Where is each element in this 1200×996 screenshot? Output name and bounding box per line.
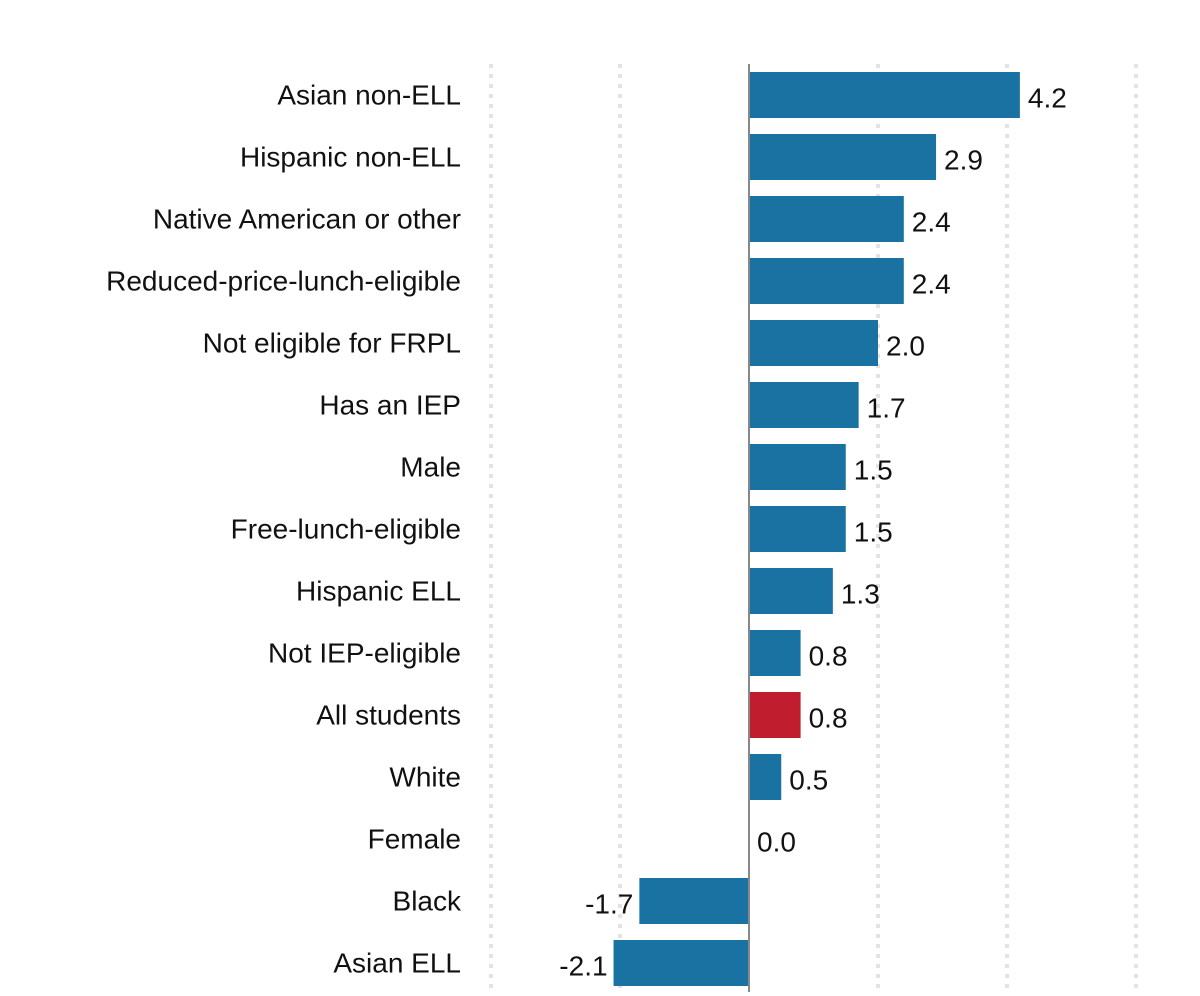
category-label: Hispanic non-ELL — [240, 142, 461, 173]
category-label: Not IEP-eligible — [268, 638, 461, 669]
category-label: Female — [368, 824, 461, 855]
value-label: 0.0 — [757, 827, 796, 858]
bar — [749, 568, 833, 614]
value-label: 2.4 — [912, 207, 951, 238]
value-label: 1.5 — [854, 455, 893, 486]
bar — [639, 878, 749, 924]
category-label: Free-lunch-eligible — [231, 514, 461, 545]
bar — [749, 754, 782, 800]
value-label: 0.8 — [809, 703, 848, 734]
category-label: Has an IEP — [319, 390, 461, 421]
value-label: 4.2 — [1028, 83, 1067, 114]
value-label: 0.5 — [789, 765, 828, 796]
value-label: 1.3 — [841, 579, 880, 610]
category-label: Black — [393, 886, 462, 917]
value-label: -2.1 — [559, 951, 607, 982]
value-label: 2.4 — [912, 269, 951, 300]
value-label: 1.5 — [854, 517, 893, 548]
value-label: 2.9 — [944, 145, 983, 176]
value-label: 1.7 — [867, 393, 906, 424]
category-label: Reduced-price-lunch-eligible — [106, 266, 461, 297]
value-label: -1.7 — [585, 889, 633, 920]
bar — [749, 72, 1020, 118]
grid-layer — [489, 64, 1138, 992]
category-label: Asian non-ELL — [277, 80, 461, 111]
bar-layer — [613, 72, 1020, 986]
bar — [749, 506, 846, 552]
category-label: Not eligible for FRPL — [203, 328, 461, 359]
bar — [749, 320, 878, 366]
category-label: White — [389, 762, 461, 793]
bar — [749, 630, 801, 676]
bar — [749, 258, 904, 304]
bar — [749, 382, 859, 428]
label-layer: Asian non-ELL 4.2 Hispanic non-ELL 2.9 Nativ… — [106, 80, 1067, 982]
category-label: Male — [400, 452, 461, 483]
bar — [613, 940, 749, 986]
bar — [749, 692, 801, 738]
category-label: All students — [316, 700, 461, 731]
bar — [749, 196, 904, 242]
category-label: Asian ELL — [333, 948, 461, 979]
value-label: 2.0 — [886, 331, 925, 362]
category-label: Native American or other — [153, 204, 461, 235]
value-label: 0.8 — [809, 641, 848, 672]
bar — [749, 444, 846, 490]
category-label: Hispanic ELL — [296, 576, 461, 607]
bar — [749, 134, 937, 180]
